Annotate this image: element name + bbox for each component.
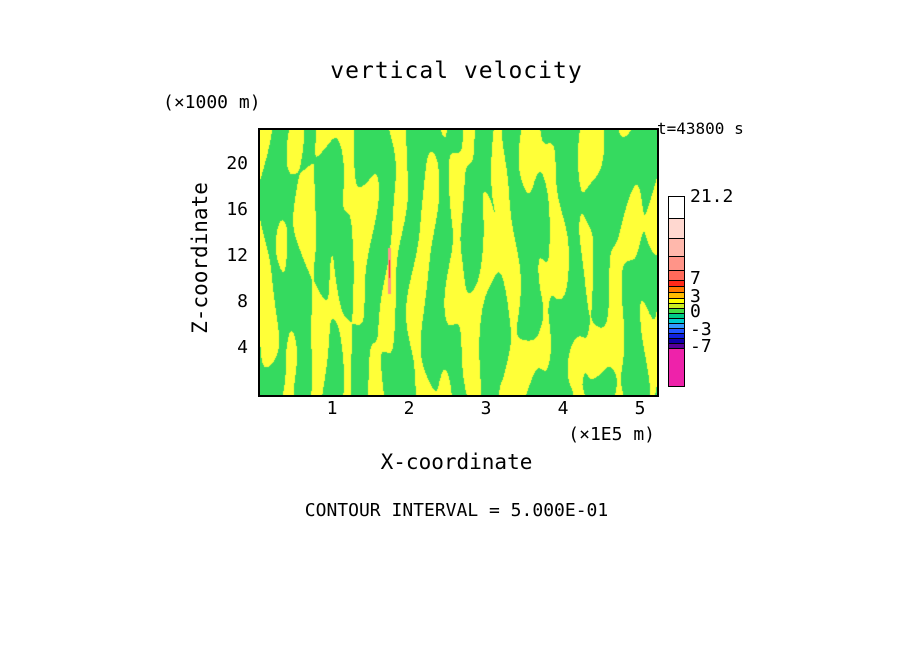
colorbar-segment — [669, 328, 684, 333]
colorbar-segment — [669, 308, 684, 313]
colorbar-tick-label: -3 — [690, 319, 712, 340]
chart-title: vertical velocity — [330, 58, 583, 84]
y-tick-label: 8 — [237, 291, 248, 312]
y-tick-label: 12 — [226, 245, 248, 266]
y-tick-labels: 20 16 12 8 4 — [204, 128, 248, 393]
colorbar-tick-label: -7 — [690, 336, 712, 357]
time-annotation: t=43800 s — [657, 119, 744, 138]
colorbar-tick-label: 7 — [690, 268, 701, 289]
colorbar-tick-label: 0 — [690, 301, 701, 322]
colorbar-segment — [669, 303, 684, 308]
field-canvas — [260, 130, 657, 395]
x-axis-label: X-coordinate — [380, 450, 533, 474]
x-tick-labels: 1 2 3 4 5 — [258, 398, 655, 422]
colorbar-segment — [669, 333, 684, 338]
colorbar-segment — [669, 197, 684, 218]
colorbar-tick-labels: 7 3 0 -3 -7 — [690, 196, 750, 396]
colorbar-segment — [669, 323, 684, 328]
x-tick-label: 2 — [403, 398, 415, 419]
x-axis-unit: (×1E5 m) — [568, 424, 655, 445]
colorbar-segment — [669, 256, 684, 270]
colorbar-segment — [669, 313, 684, 318]
x-tick-label: 3 — [480, 398, 492, 419]
y-tick-label: 20 — [226, 153, 248, 174]
y-tick-label: 4 — [237, 337, 248, 358]
contour-interval-note: CONTOUR INTERVAL = 5.000E-01 — [304, 500, 609, 521]
x-tick-label: 4 — [557, 398, 569, 419]
y-axis-unit: (×1000 m) — [163, 92, 261, 113]
colorbar-segment — [669, 338, 684, 343]
colorbar-segment — [669, 218, 684, 238]
colorbar-segment — [669, 318, 684, 323]
colorbar-max-label: 21.2 — [690, 186, 734, 207]
colorbar-segment — [669, 292, 684, 298]
colorbar-segment — [669, 270, 684, 280]
contour-plot-area — [258, 128, 659, 397]
colorbar-segment — [669, 298, 684, 303]
colorbar-tick-label: 3 — [690, 286, 701, 307]
x-tick-label: 1 — [326, 398, 338, 419]
colorbar-segment — [669, 238, 684, 256]
colorbar-segment — [669, 280, 684, 286]
x-tick-label: 5 — [634, 398, 646, 419]
y-tick-label: 16 — [226, 199, 248, 220]
colorbar-segment — [669, 286, 684, 292]
colorbar-segment — [669, 348, 684, 386]
colorbar-segment — [669, 343, 684, 348]
colorbar — [668, 196, 685, 387]
